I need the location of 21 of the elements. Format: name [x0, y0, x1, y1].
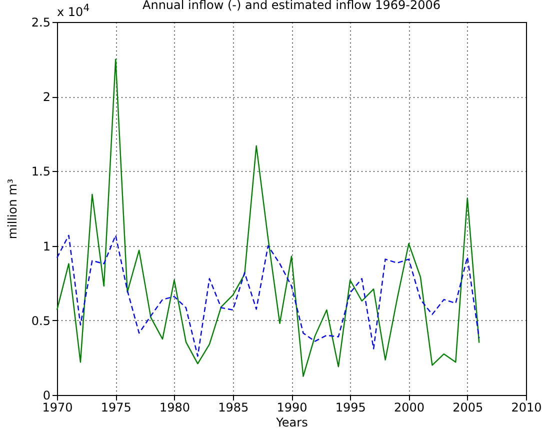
x-axis-title: Years — [275, 416, 308, 430]
x-tick-label: 2000 — [394, 400, 425, 414]
chart-title: Annual inflow (-) and estimated inflow 1969-2006 — [142, 0, 441, 12]
x-tick-label: 1975 — [100, 400, 132, 414]
y-tick-label: 1.5 — [31, 164, 50, 179]
text: x 10$^{4}$ — [57, 3, 90, 19]
x-tick-label: 1985 — [218, 400, 249, 414]
y-axis-title: million m³ — [5, 178, 20, 240]
y-tick-label: 2 — [42, 90, 50, 104]
y-tick-label: 2.5 — [31, 16, 50, 30]
y-tick-label: 1 — [42, 239, 50, 254]
x-tick-label: 2010 — [511, 400, 542, 414]
x-tick-label: 1995 — [335, 400, 366, 414]
line-series — [56, 58, 480, 377]
x-tick-label: 2005 — [452, 400, 484, 414]
y-tick-label: 0 — [42, 388, 50, 402]
x-tick-label: 1990 — [276, 400, 308, 414]
x-tick-label: 1980 — [159, 400, 190, 414]
x-tick-label: 1970 — [42, 400, 73, 414]
y-tick-label: 0.5 — [31, 314, 50, 328]
line-series — [56, 234, 480, 357]
